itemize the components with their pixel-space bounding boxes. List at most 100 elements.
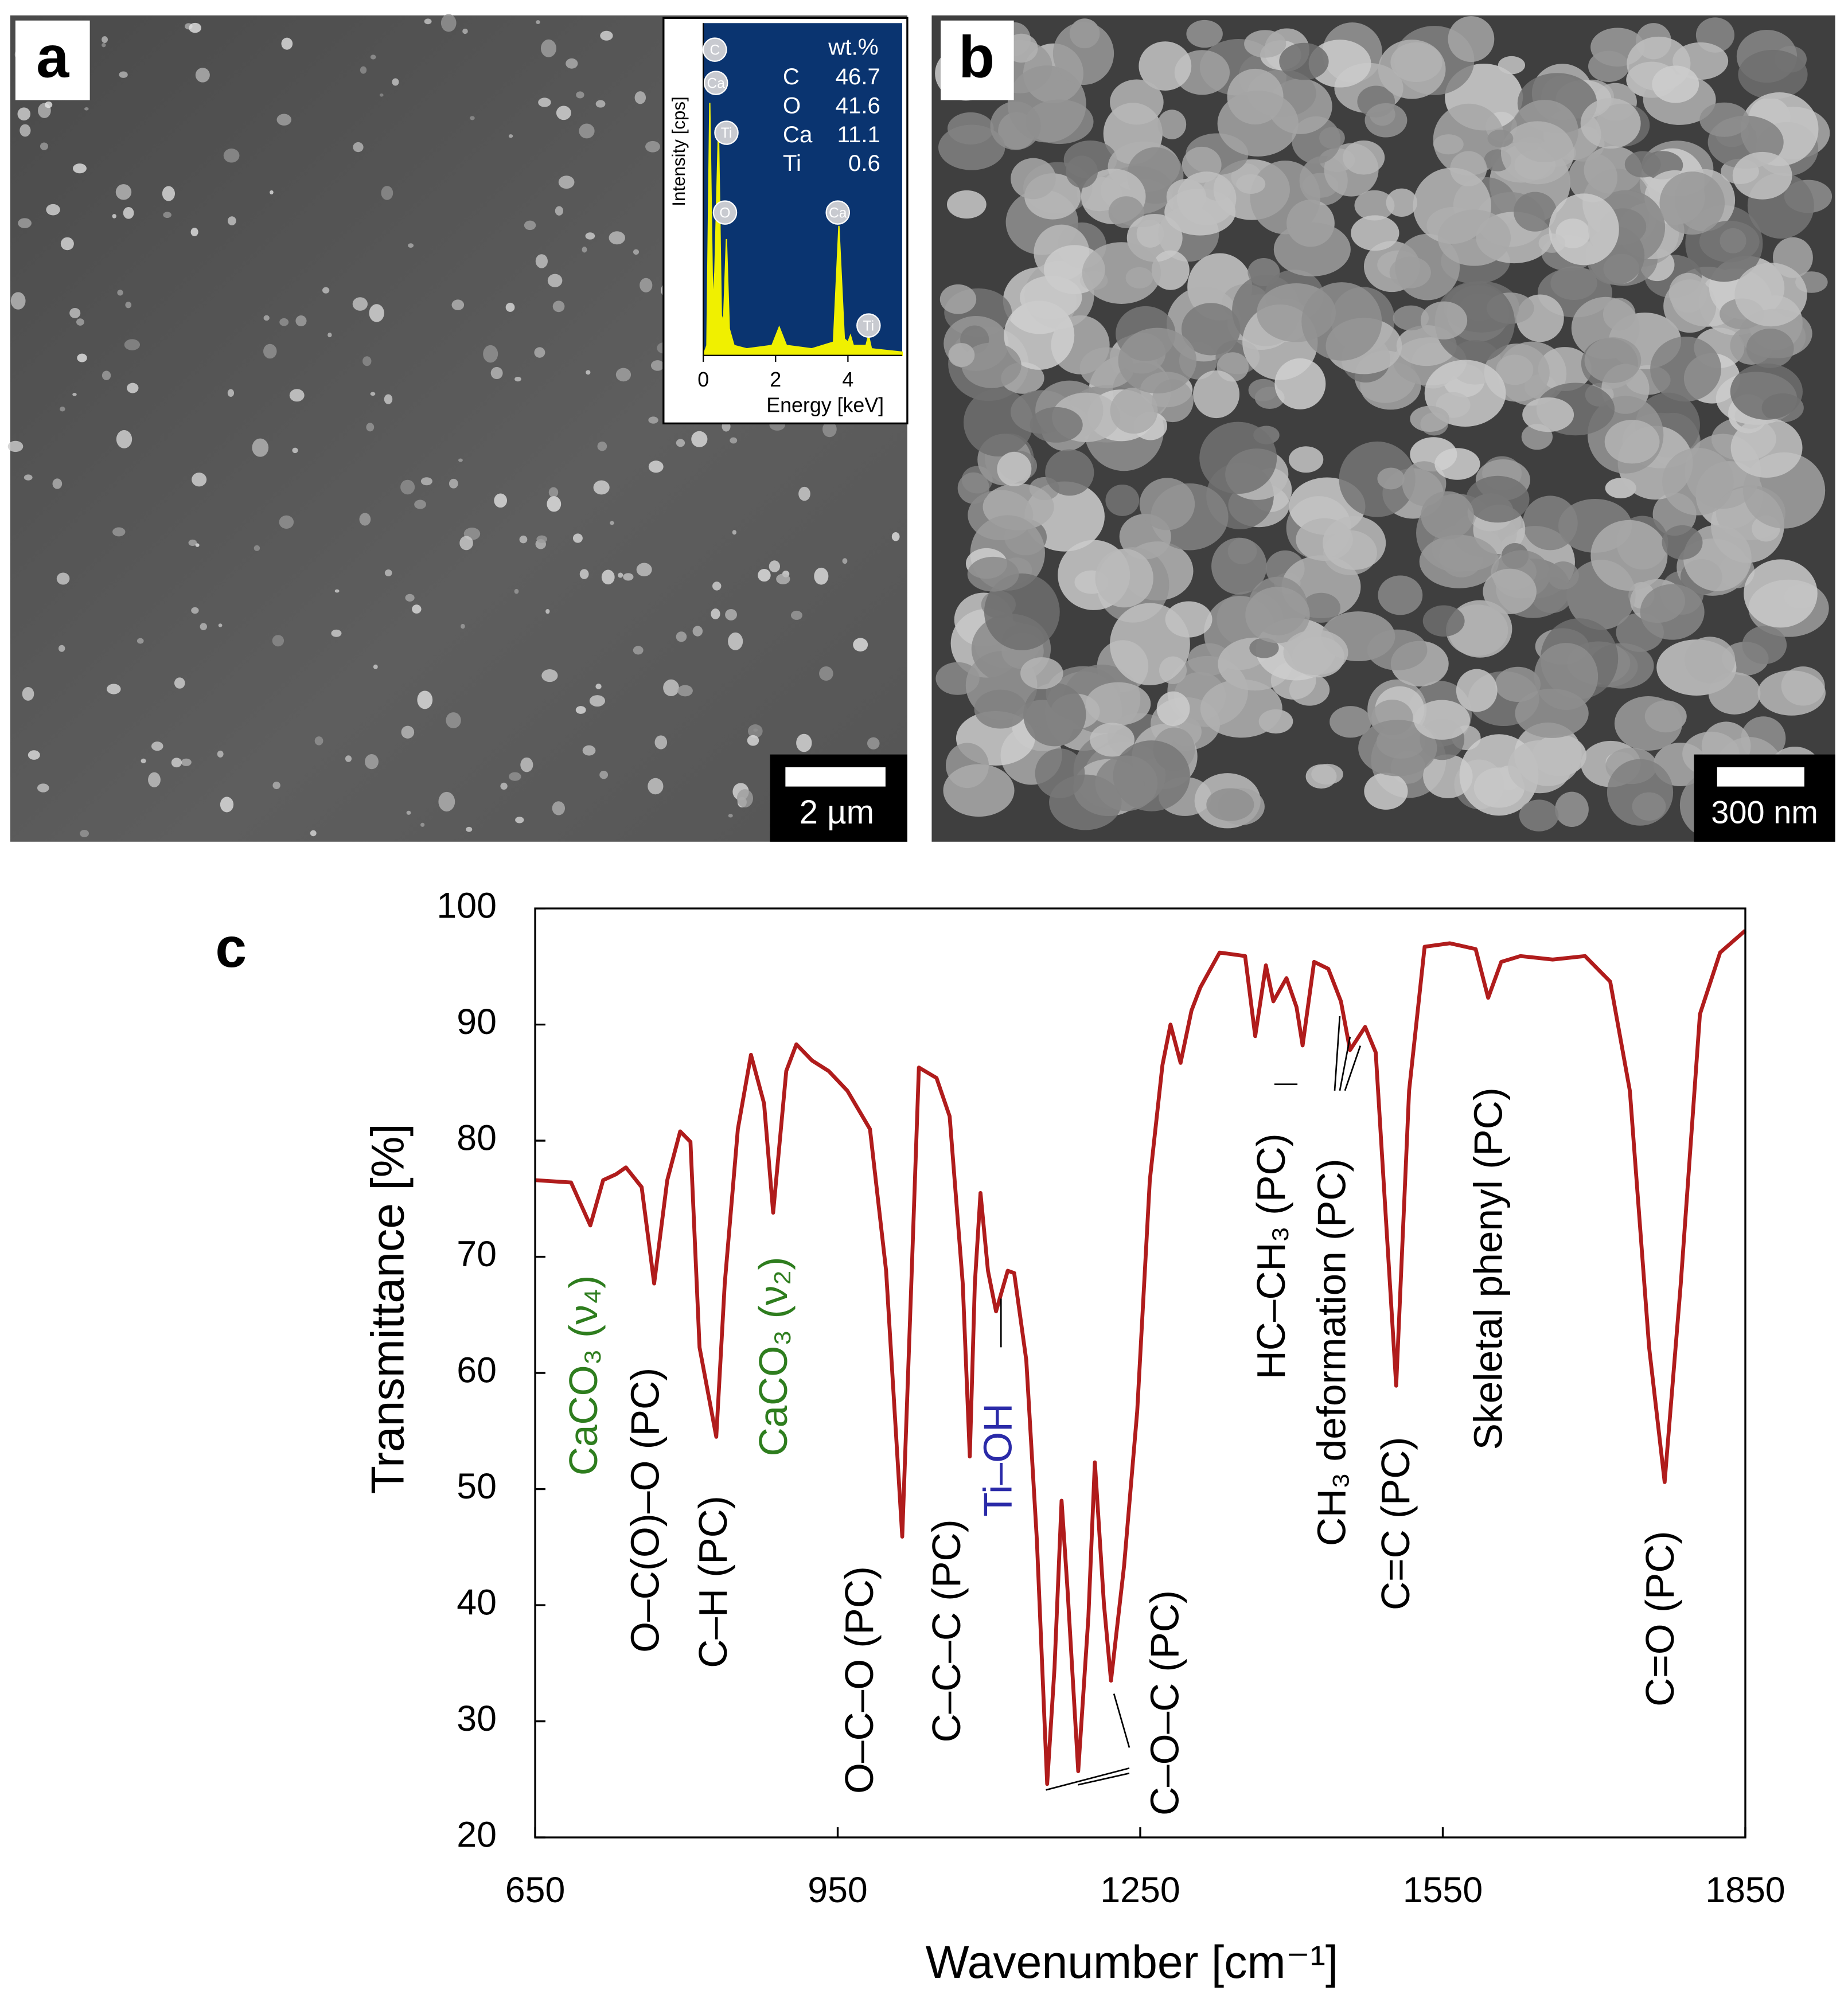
grain bbox=[1244, 30, 1286, 58]
particle bbox=[555, 206, 563, 216]
particle bbox=[842, 558, 848, 564]
grain bbox=[1738, 49, 1808, 100]
grain bbox=[1588, 50, 1629, 82]
grain bbox=[957, 472, 990, 504]
particle bbox=[536, 20, 540, 24]
peak-marker bbox=[712, 200, 738, 225]
particle bbox=[420, 822, 425, 827]
ftir-chart: 20 30 40 50 60 70 80 90 100 650 950 1250 1550 1850 Wav… bbox=[362, 886, 1785, 1988]
particle bbox=[711, 608, 720, 619]
particle bbox=[534, 347, 545, 358]
particle bbox=[28, 750, 40, 760]
particle bbox=[520, 757, 533, 772]
grain bbox=[1495, 666, 1541, 702]
particle bbox=[725, 609, 737, 620]
peak-label: Ca bbox=[829, 205, 847, 221]
particle bbox=[102, 43, 106, 48]
scale-bar bbox=[1717, 767, 1804, 787]
particle bbox=[618, 572, 623, 578]
grain bbox=[1662, 447, 1734, 516]
spectrum-line bbox=[535, 929, 1747, 1786]
particle bbox=[575, 706, 586, 714]
particle bbox=[401, 725, 415, 739]
particle bbox=[540, 39, 556, 57]
leader-lines bbox=[1000, 1016, 1362, 1791]
particle bbox=[191, 607, 199, 614]
peak-label: O bbox=[719, 205, 730, 221]
band-annotation: HC–CH₃ (PC) bbox=[1249, 1133, 1293, 1379]
wt-percent: 46.7 bbox=[836, 64, 880, 89]
grain bbox=[1193, 370, 1240, 419]
grain bbox=[1156, 691, 1190, 727]
grain bbox=[1437, 209, 1511, 266]
grain bbox=[1580, 97, 1641, 149]
eds-inset: 0 2 4 Energy [keV] Intensity [cps] C Ca Ti O Ca Ti… bbox=[662, 17, 909, 425]
grain bbox=[1339, 441, 1416, 517]
particle bbox=[747, 724, 763, 738]
particle bbox=[440, 14, 457, 32]
grain bbox=[1082, 242, 1161, 304]
particle bbox=[728, 632, 743, 650]
grain bbox=[948, 343, 975, 368]
grain bbox=[1604, 419, 1660, 464]
particle bbox=[188, 539, 197, 547]
peak-marker bbox=[703, 71, 728, 95]
particle bbox=[730, 437, 738, 444]
particle bbox=[174, 677, 185, 689]
particle bbox=[37, 783, 49, 793]
particle bbox=[331, 629, 342, 637]
spectrum bbox=[702, 103, 903, 356]
particle bbox=[547, 274, 563, 287]
peak-label: C bbox=[709, 42, 720, 58]
particle bbox=[640, 278, 653, 292]
particle bbox=[102, 370, 111, 380]
grain bbox=[1199, 421, 1277, 494]
particle bbox=[547, 496, 562, 512]
particle bbox=[462, 28, 468, 34]
particle bbox=[295, 315, 307, 327]
grain bbox=[1424, 360, 1506, 427]
particle bbox=[20, 124, 31, 137]
particle bbox=[60, 407, 65, 412]
particle bbox=[524, 220, 536, 231]
sem-panel-b: b 300 nm bbox=[931, 15, 1835, 842]
particle bbox=[582, 247, 587, 253]
peak-label: Ti bbox=[721, 126, 732, 141]
grain bbox=[1217, 90, 1299, 157]
particle bbox=[77, 353, 87, 362]
particle bbox=[405, 594, 415, 602]
grain bbox=[1186, 19, 1223, 48]
grain bbox=[1211, 537, 1267, 595]
particle bbox=[163, 212, 171, 218]
particle bbox=[137, 638, 144, 644]
particle bbox=[682, 634, 687, 638]
particle bbox=[328, 333, 332, 338]
band-annotation: Ti–OH bbox=[976, 1403, 1020, 1517]
particle bbox=[461, 623, 465, 629]
x-tick-label: 0 bbox=[697, 368, 709, 391]
grain bbox=[1343, 140, 1385, 175]
particle bbox=[292, 447, 298, 454]
particle bbox=[538, 97, 551, 107]
grain bbox=[1549, 193, 1619, 266]
grain bbox=[1590, 520, 1668, 591]
grain bbox=[1547, 561, 1579, 590]
particle bbox=[424, 18, 432, 25]
grain bbox=[1514, 192, 1557, 232]
grain bbox=[1668, 272, 1708, 313]
particle bbox=[459, 536, 473, 551]
grain bbox=[1624, 151, 1661, 178]
particle bbox=[115, 184, 132, 200]
grain bbox=[1584, 337, 1642, 383]
particle bbox=[362, 356, 372, 366]
particle bbox=[552, 801, 566, 815]
panel-label-box bbox=[941, 20, 1014, 100]
particle bbox=[814, 567, 829, 585]
particle bbox=[162, 186, 176, 201]
particle bbox=[310, 830, 317, 837]
grain bbox=[1151, 250, 1190, 290]
particle bbox=[595, 684, 602, 689]
grain bbox=[1301, 282, 1382, 361]
grain bbox=[1367, 629, 1428, 670]
particle bbox=[449, 478, 458, 489]
